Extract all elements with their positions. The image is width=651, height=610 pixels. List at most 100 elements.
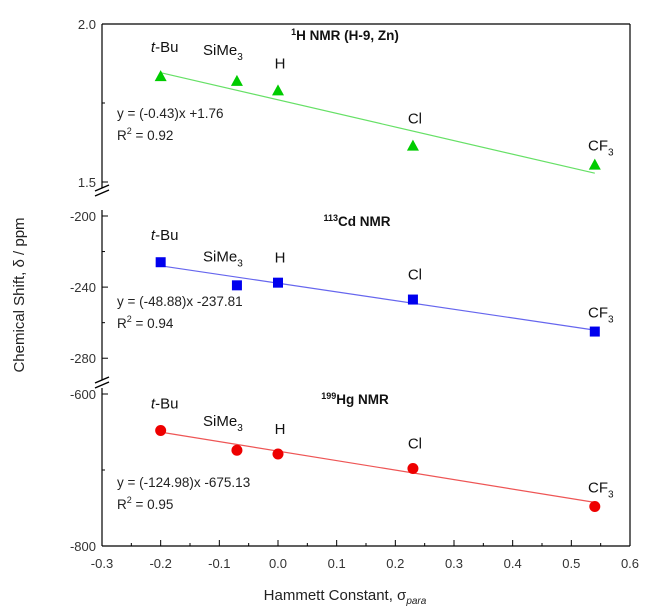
y-tick-label: -200 [70, 209, 96, 224]
point-label-main: SiMe [203, 248, 237, 265]
r-squared-sup: 2 [127, 314, 132, 324]
panel-title: 199Hg NMR [321, 391, 389, 407]
r-squared-value: = 0.94 [132, 316, 174, 331]
point-label: CF3 [588, 305, 614, 326]
panel-title-sup: 1 [291, 27, 296, 37]
point-label-sub: 3 [237, 258, 243, 269]
axis-break-mark-1a [94, 184, 110, 192]
fit-r-squared: R2 = 0.95 [117, 495, 173, 512]
r-squared-label: R [117, 316, 127, 331]
point-label-sub: 3 [237, 52, 243, 63]
data-point [231, 444, 243, 456]
point-label-prefix: t [151, 39, 156, 56]
x-tick-label: -0.3 [91, 556, 113, 571]
point-label: CF3 [588, 479, 614, 500]
x-tick-label: 0.2 [386, 556, 404, 571]
data-point [589, 500, 601, 512]
point-label-main: CF [588, 138, 608, 155]
point-label-sub: 3 [608, 315, 614, 326]
y-tick-label: 1.5 [78, 175, 96, 190]
fit-line [160, 431, 595, 503]
r-squared-sup: 2 [127, 495, 132, 505]
panel-title-main: Cd NMR [338, 214, 391, 229]
point-label-prefix: t [151, 395, 156, 412]
point-label-main: Cl [408, 267, 422, 284]
point-label: SiMe3 [203, 42, 243, 63]
point-label-main: CF [588, 479, 608, 496]
x-tick-label: -0.1 [208, 556, 230, 571]
data-point [155, 257, 166, 268]
data-point [407, 462, 419, 474]
x-tick-label: 0.6 [621, 556, 639, 571]
point-label: Cl [408, 111, 422, 128]
x-tick-label: 0.3 [445, 556, 463, 571]
x-axis: -0.3 -0.2 -0.1 0.0 0.1 0.2 0.3 0.4 0.5 0.6 [91, 540, 639, 571]
axis-break-mark-2a [94, 376, 110, 384]
y-tick-label: -280 [70, 351, 96, 366]
data-point [406, 139, 419, 151]
point-label-main: -Bu [155, 227, 178, 244]
data-point [230, 74, 243, 86]
data-point [273, 277, 283, 288]
r-squared-sup: 2 [127, 126, 132, 136]
fit-equation: y = (-48.88)x -237.81 [117, 294, 243, 309]
fit-line [160, 72, 595, 174]
y-tick-label: -600 [70, 387, 96, 402]
panel-title-sup: 113 [323, 213, 338, 223]
point-label-main: CF [588, 305, 608, 322]
fit-r-squared: R2 = 0.92 [117, 126, 173, 143]
data-point [155, 424, 167, 436]
y-tick-label: -800 [70, 539, 96, 554]
y-axis-label: Chemical Shift, δ / ppm [11, 217, 28, 372]
fit-equation: y = (-124.98)x -675.13 [117, 475, 250, 490]
point-label-main: -Bu [155, 395, 178, 412]
point-label-sub: 3 [608, 148, 614, 159]
point-label: CF3 [588, 138, 614, 159]
r-squared-label: R [117, 497, 127, 512]
panel-title: 1H NMR (H-9, Zn) [291, 27, 399, 43]
panel-title: 113Cd NMR [323, 213, 390, 229]
point-label: t-Bu [151, 395, 179, 412]
y-tick-label: 2.0 [78, 17, 96, 32]
axis-break-mark-2b [94, 381, 110, 389]
fit-r-squared: R2 = 0.94 [117, 314, 174, 331]
data-point [272, 448, 284, 460]
point-label-main: H [275, 55, 286, 72]
point-label-main: H [275, 250, 286, 267]
point-label-main: H [275, 421, 286, 438]
axis-break-mark-1b [94, 189, 110, 197]
x-tick-label: -0.2 [149, 556, 171, 571]
r-squared-value: = 0.92 [132, 128, 174, 143]
point-label-sub: 3 [237, 423, 243, 434]
panel-title-sup: 199 [321, 391, 336, 401]
data-point [272, 84, 284, 96]
point-label: H [275, 55, 286, 72]
point-label: t-Bu [151, 39, 179, 56]
fit-equation: y = (-0.43)x +1.76 [117, 106, 224, 121]
point-label: H [275, 250, 286, 267]
point-label: Cl [408, 267, 422, 284]
point-label-main: SiMe [203, 413, 237, 430]
point-label-prefix: t [151, 227, 156, 244]
x-axis-label-sub: para [405, 596, 426, 607]
x-axis-label-main: Hammett Constant, σ [264, 587, 407, 604]
y-tick-label: -240 [70, 280, 96, 295]
data-point [589, 326, 600, 337]
r-squared-label: R [117, 128, 127, 143]
point-label-main: SiMe [203, 42, 237, 59]
x-axis-label: Hammett Constant, σpara [264, 587, 427, 607]
fit-line [160, 265, 595, 331]
data-point [154, 70, 167, 82]
point-label: SiMe3 [203, 413, 243, 434]
r-squared-value: = 0.95 [132, 497, 174, 512]
point-label: H [275, 421, 286, 438]
x-tick-label: 0.0 [269, 556, 287, 571]
point-label-main: Cl [408, 111, 422, 128]
point-label: Cl [408, 435, 422, 452]
point-label-sub: 3 [608, 489, 614, 500]
